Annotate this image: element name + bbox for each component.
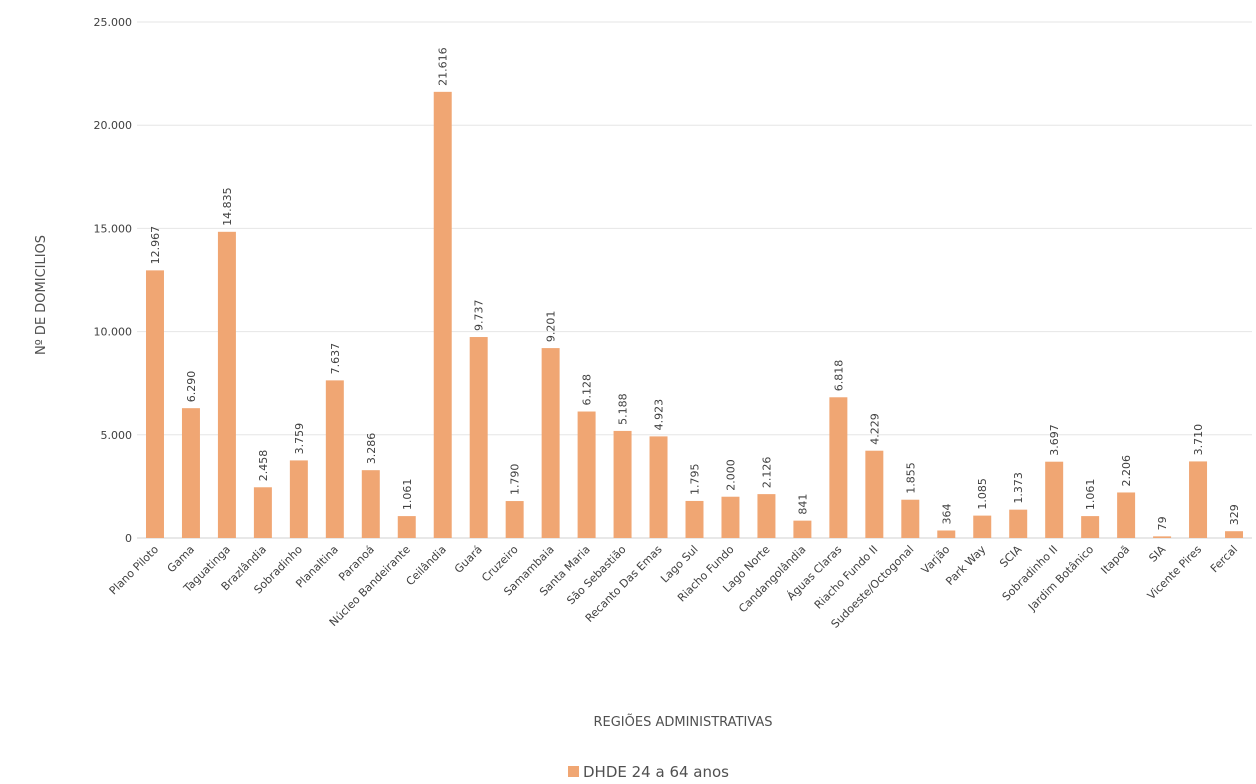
bars	[145, 91, 1244, 538]
x-axis-title: REGIÕES ADMINISTRATIVAS	[593, 714, 772, 730]
x-category-label: Riacho Fundo II	[812, 543, 881, 612]
bar	[145, 270, 164, 538]
data-label: 1.790	[509, 464, 522, 496]
bar	[937, 530, 956, 538]
data-label: 3.697	[1048, 424, 1061, 456]
data-label: 1.061	[401, 479, 414, 511]
legend: DHDE 24 a 64 anos	[568, 763, 729, 781]
y-tick-label: 10.000	[94, 326, 133, 339]
bar	[649, 436, 668, 538]
x-category-label: Fercal	[1208, 543, 1240, 575]
y-tick-label: 20.000	[94, 119, 133, 132]
bar	[973, 515, 992, 538]
bar	[433, 91, 452, 538]
bar	[1189, 461, 1208, 538]
bar	[253, 487, 272, 538]
bar	[685, 500, 704, 538]
y-axis-title: Nº DE DOMICILIOS	[34, 235, 49, 355]
bar	[217, 231, 236, 538]
y-tick-label: 0	[125, 532, 132, 545]
data-label: 3.286	[365, 433, 378, 465]
data-label: 2.206	[1120, 455, 1133, 487]
x-category-label: Itapoã	[1098, 543, 1132, 577]
bar	[613, 430, 632, 538]
bar	[505, 501, 524, 538]
bar	[865, 450, 884, 538]
gridlines	[137, 21, 1252, 539]
data-label: 6.818	[832, 360, 845, 392]
y-tick-label: 15.000	[94, 222, 133, 235]
data-label: 2.126	[760, 457, 773, 489]
data-label: 3.710	[1192, 424, 1205, 456]
bar	[1225, 531, 1244, 538]
data-label: 2.000	[724, 459, 737, 491]
x-category-label: Gama	[165, 543, 197, 575]
data-label: 2.458	[257, 450, 270, 482]
data-labels: 12.967 6.290 14.835 2.458 3.759 7.637 3.286 1.0…	[149, 47, 1241, 530]
data-label: 1.373	[1012, 472, 1025, 504]
bar	[1117, 492, 1136, 538]
data-label: 1.855	[904, 462, 917, 494]
bar	[1009, 509, 1028, 538]
data-label: 6.290	[185, 371, 198, 403]
x-category-label: Guará	[452, 543, 485, 576]
data-label: 7.637	[329, 343, 342, 375]
bar	[181, 408, 200, 538]
data-label: 841	[796, 494, 809, 515]
bar	[397, 516, 416, 538]
bar	[1153, 536, 1172, 538]
bar	[577, 411, 596, 538]
y-tick-label: 25.000	[94, 16, 133, 29]
y-tick-label: 5.000	[101, 429, 133, 442]
y-axis-ticks: 0 5.000 10.000 15.000 20.000 25.000	[94, 16, 133, 545]
x-category-label: Park Way	[943, 543, 988, 588]
data-label: 1.061	[1084, 479, 1097, 511]
x-category-label: Jardim Botânico	[1025, 543, 1096, 614]
data-label: 9.737	[473, 300, 486, 332]
bar	[1081, 516, 1100, 538]
bar	[901, 499, 920, 538]
data-label: 1.795	[689, 463, 702, 495]
x-category-label: Candangolândia	[736, 543, 808, 615]
legend-label: DHDE 24 a 64 anos	[583, 763, 729, 781]
data-label: 21.616	[437, 47, 450, 86]
legend-swatch	[568, 766, 579, 777]
bar	[793, 520, 812, 538]
data-label: 364	[940, 503, 953, 524]
data-label: 1.085	[976, 478, 989, 510]
data-label: 4.229	[868, 413, 881, 445]
bar	[469, 337, 488, 538]
bar	[757, 494, 776, 538]
x-axis-categories: Plano Piloto GamaTaguatingaBrazlândiaSobr…	[107, 543, 1240, 631]
data-label: 12.967	[149, 226, 162, 265]
data-label: 14.835	[221, 187, 234, 226]
bar	[361, 470, 380, 538]
data-label: 79	[1156, 516, 1169, 530]
bar	[1045, 461, 1064, 538]
bar	[325, 380, 344, 538]
x-category-label: Plano Piloto	[107, 543, 162, 598]
bar	[289, 460, 308, 538]
data-label: 3.759	[293, 423, 306, 455]
bar	[829, 397, 848, 538]
x-category-label: SIA	[1146, 543, 1168, 565]
data-label: 9.201	[545, 311, 558, 343]
x-category-label: SCIA	[997, 543, 1025, 571]
data-label: 5.188	[617, 393, 630, 425]
data-label: 4.923	[653, 399, 666, 431]
x-category-label: Varjão	[919, 543, 953, 577]
bar	[541, 348, 560, 538]
data-label: 6.128	[581, 374, 594, 406]
data-label: 329	[1228, 504, 1241, 525]
bar	[721, 496, 740, 538]
